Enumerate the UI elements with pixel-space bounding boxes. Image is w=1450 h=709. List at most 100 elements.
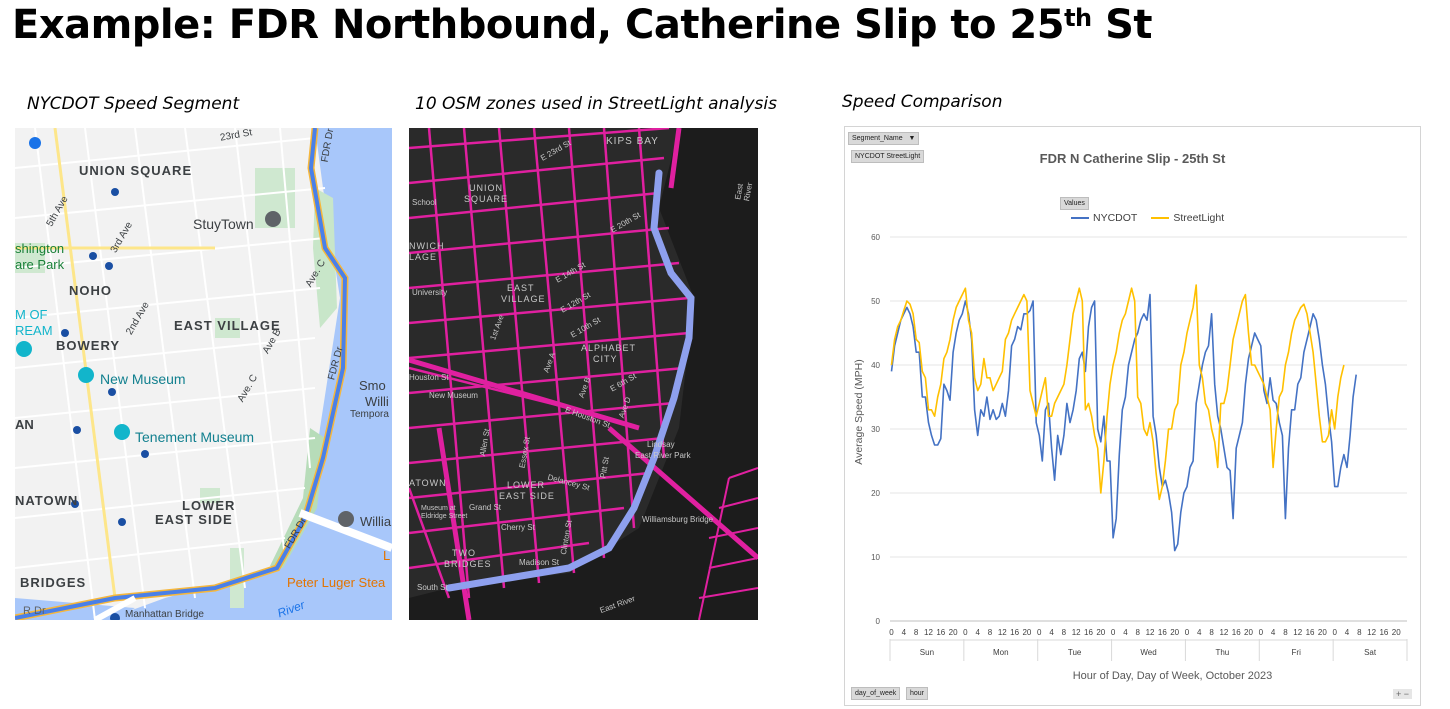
label-two: TWO <box>452 548 476 558</box>
label-east-river-2: East River <box>598 593 637 616</box>
x-hour-tick-label: 12 <box>1293 628 1302 637</box>
x-hour-tick-label: 16 <box>1379 628 1388 637</box>
x-hour-tick-label: 4 <box>1197 628 1202 637</box>
label-ream: REAM <box>15 323 53 338</box>
label-alphabet: ALPHABET <box>581 343 637 353</box>
brooklyn-streets <box>698 467 758 620</box>
transit-icon <box>29 137 41 149</box>
tenement-museum-pin-icon <box>114 424 130 440</box>
x-day-label: Sun <box>920 648 934 657</box>
label-e-12th-st: E 12th St <box>558 290 592 315</box>
x-hour-tick-label: 12 <box>1219 628 1228 637</box>
label-houston-st: Houston St <box>409 373 449 382</box>
x-hour-tick-label: 12 <box>1146 628 1155 637</box>
x-hour-tick-label: 20 <box>1096 628 1105 637</box>
label-ave-b-dark: Ave B <box>576 375 593 400</box>
day-of-week-field-button[interactable]: day_of_week <box>851 687 901 700</box>
label-east-side-dark: EAST SIDE <box>499 491 555 501</box>
label-e-20th-st: E 20th St <box>608 210 642 235</box>
label-smo: Smo <box>359 378 386 393</box>
segment-filter-button[interactable]: Segment_Name ▼ <box>848 132 920 145</box>
nycdot-map-canvas <box>15 128 392 620</box>
left-map-labels: UNION SQUARE StuyTown shington are Park … <box>15 128 392 620</box>
x-hour-tick-label: 4 <box>1049 628 1054 637</box>
x-day-label: Wed <box>1140 648 1156 657</box>
x-hour-tick-label: 0 <box>1332 628 1337 637</box>
new-museum-pin-icon <box>78 367 94 383</box>
x-axis-title: Hour of Day, Day of Week, October 2023 <box>1072 670 1273 682</box>
title-end-text: St <box>1091 2 1152 48</box>
x-day-label: Tue <box>1068 648 1082 657</box>
y-tick-label: 30 <box>871 425 880 434</box>
avenue-lines <box>15 128 215 599</box>
street-grid <box>15 128 326 620</box>
label-south-st: South St <box>417 583 448 592</box>
x-hour-tick-label: 16 <box>1232 628 1241 637</box>
label-stuytown: StuyTown <box>193 216 254 232</box>
label-pitt-st: Pitt St <box>598 456 611 479</box>
east-river-water <box>105 128 392 620</box>
caption-comparison: Speed Comparison <box>842 92 1003 112</box>
osm-zones-map[interactable]: KIPS BAY E 23rd St E 20th St UNION SQUAR… <box>409 128 758 620</box>
label-fdr-dr-2: FDR Dr <box>326 345 346 382</box>
label-cherry-st: Cherry St <box>501 523 535 532</box>
label-lage: LAGE <box>409 252 438 262</box>
nycdot-segment-map[interactable]: UNION SQUARE StuyTown shington are Park … <box>15 128 392 620</box>
series-field-button[interactable]: NYCDOT StreetLight <box>851 150 925 163</box>
park-east-river <box>270 428 325 568</box>
label-museum-eldridge: Museum at Eldridge Street <box>421 505 468 520</box>
fdr-route-line <box>15 128 348 620</box>
label-lower-dark: LOWER <box>507 480 546 490</box>
page-title: Example: FDR Northbound, Catherine Slip … <box>12 2 1153 48</box>
x-hour-tick-label: 0 <box>1037 628 1042 637</box>
x-day-label: Thu <box>1215 648 1229 657</box>
x-hour-tick-label: 0 <box>963 628 968 637</box>
label-l: L <box>383 548 391 563</box>
x-hour-tick-label: 8 <box>1209 628 1214 637</box>
label-e-14th-st: E 14th St <box>553 260 587 285</box>
label-bridges-dark: BRIDGES <box>444 559 492 569</box>
legend-label-nycdot: NYCDOT <box>1093 212 1138 224</box>
museum-pin-icon <box>16 341 32 357</box>
legend-swatch-nycdot <box>1071 217 1089 219</box>
x-hour-tick-label: 0 <box>1185 628 1190 637</box>
label-e-10th-st: E 10th St <box>568 315 602 340</box>
park-tompkins <box>215 318 240 338</box>
series-line-nycdot <box>890 293 1357 552</box>
x-hour-tick-label: 16 <box>1084 628 1093 637</box>
label-23rd-st: 23rd St <box>219 128 253 144</box>
label-east-village: EAST VILLAGE <box>174 318 281 333</box>
x-hour-tick-label: 4 <box>902 628 907 637</box>
label-willi: Willi <box>365 394 389 409</box>
label-village: VILLAGE <box>501 294 546 304</box>
label-new-museum: New Museum <box>100 371 186 387</box>
day-of-week-label: day_of_week <box>855 690 897 697</box>
filter-funnel-icon: ▼ <box>908 135 916 142</box>
stuytown-pin-icon <box>265 211 281 227</box>
x-day-label: Sat <box>1364 648 1377 657</box>
speed-comparison-chart: Segment_Name ▼ NYCDOT StreetLight FDR N … <box>844 126 1421 706</box>
legend-item-nycdot[interactable]: NYCDOT <box>1071 212 1137 224</box>
x-hour-tick-label: 20 <box>1244 628 1253 637</box>
osm-map-canvas <box>409 128 758 620</box>
x-hour-tick-label: 0 <box>1259 628 1264 637</box>
values-field-button[interactable]: Values <box>1060 197 1089 210</box>
x-hour-tick-label: 16 <box>936 628 945 637</box>
label-ave-c-2: Ave. C <box>235 372 261 405</box>
x-hour-tick-label: 12 <box>924 628 933 637</box>
label-union: UNION <box>469 183 503 193</box>
chart-legend: NYCDOT StreetLight <box>1071 212 1224 224</box>
chart-title: FDR N Catherine Slip - 25th St <box>1039 151 1226 166</box>
x-hour-tick-label: 16 <box>1306 628 1315 637</box>
caption-nycdot: NYCDOT Speed Segment <box>27 94 240 114</box>
label-madison-st: Madison St <box>519 558 560 567</box>
label-ave-d: Ave D <box>616 395 633 420</box>
zoom-controls[interactable]: + − <box>1392 689 1412 699</box>
hour-field-button[interactable]: hour <box>906 687 929 700</box>
osm-route-line <box>445 169 695 592</box>
legend-item-streetlight[interactable]: StreetLight <box>1151 212 1224 224</box>
label-5th-ave: 5th Ave <box>44 194 71 229</box>
label-east: EAST <box>507 283 535 293</box>
label-east-river-1: East River <box>733 181 755 202</box>
